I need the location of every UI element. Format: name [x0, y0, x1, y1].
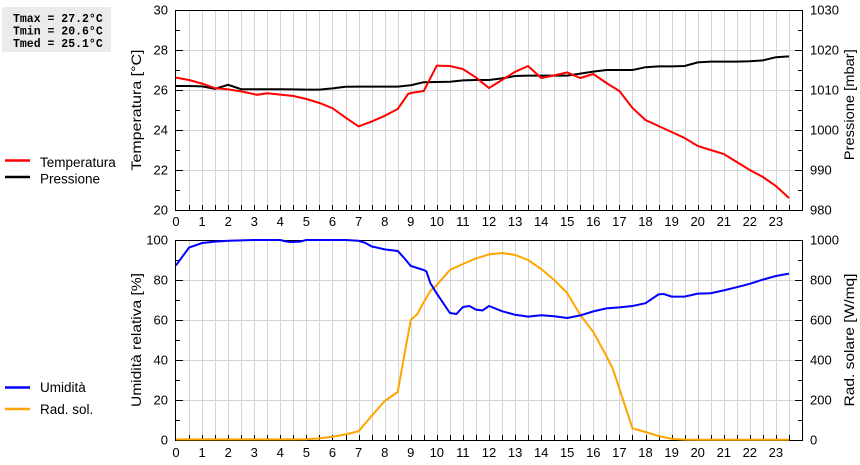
svg-text:60: 60	[154, 313, 168, 328]
svg-text:1: 1	[198, 214, 205, 229]
svg-text:6: 6	[329, 445, 336, 460]
svg-text:400: 400	[810, 353, 832, 368]
svg-text:7: 7	[355, 214, 362, 229]
svg-text:0: 0	[161, 433, 168, 448]
svg-text:13: 13	[508, 445, 522, 460]
svg-text:22: 22	[154, 163, 168, 178]
svg-text:12: 12	[482, 445, 496, 460]
svg-text:15: 15	[560, 445, 574, 460]
svg-text:600: 600	[810, 313, 832, 328]
svg-text:5: 5	[303, 214, 310, 229]
svg-text:30: 30	[154, 3, 168, 18]
svg-text:26: 26	[154, 83, 168, 98]
svg-text:17: 17	[612, 214, 626, 229]
svg-text:Temperatura: Temperatura	[40, 155, 116, 170]
svg-text:20: 20	[154, 203, 168, 218]
svg-text:13: 13	[508, 214, 522, 229]
svg-text:19: 19	[664, 214, 678, 229]
svg-text:4: 4	[277, 214, 284, 229]
svg-text:19: 19	[664, 445, 678, 460]
svg-text:1000: 1000	[810, 233, 839, 248]
svg-text:10: 10	[430, 445, 444, 460]
svg-text:17: 17	[612, 445, 626, 460]
svg-text:Pressione [mbar]: Pressione [mbar]	[841, 49, 857, 160]
svg-text:40: 40	[154, 353, 168, 368]
svg-text:28: 28	[154, 43, 168, 58]
svg-text:10: 10	[430, 214, 444, 229]
svg-text:22: 22	[743, 445, 757, 460]
svg-text:800: 800	[810, 273, 832, 288]
svg-text:0: 0	[810, 433, 817, 448]
svg-text:Tmax = 27.2°C: Tmax = 27.2°C	[13, 13, 103, 26]
svg-text:14: 14	[534, 214, 548, 229]
svg-text:5: 5	[303, 445, 310, 460]
svg-text:21: 21	[717, 445, 731, 460]
svg-text:15: 15	[560, 214, 574, 229]
svg-text:80: 80	[154, 273, 168, 288]
svg-text:4: 4	[277, 445, 284, 460]
svg-text:21: 21	[717, 214, 731, 229]
svg-text:0: 0	[172, 445, 179, 460]
svg-text:2: 2	[225, 214, 232, 229]
svg-text:1: 1	[198, 445, 205, 460]
svg-text:8: 8	[381, 445, 388, 460]
svg-text:Pressione: Pressione	[40, 172, 100, 187]
svg-text:6: 6	[329, 214, 336, 229]
svg-text:9: 9	[407, 445, 414, 460]
svg-text:11: 11	[456, 214, 470, 229]
svg-text:24: 24	[154, 123, 168, 138]
svg-text:9: 9	[407, 214, 414, 229]
svg-text:12: 12	[482, 214, 496, 229]
svg-text:7: 7	[355, 445, 362, 460]
svg-text:Rad. solare [W/mq]: Rad. solare [W/mq]	[841, 274, 857, 407]
svg-text:1010: 1010	[810, 83, 839, 98]
svg-text:Rad. sol.: Rad. sol.	[40, 402, 93, 417]
svg-text:20: 20	[690, 445, 704, 460]
svg-text:100: 100	[146, 233, 168, 248]
svg-text:Temperatura [°C]: Temperatura [°C]	[128, 50, 144, 171]
svg-text:1000: 1000	[810, 123, 839, 138]
svg-text:18: 18	[638, 445, 652, 460]
svg-text:3: 3	[251, 445, 258, 460]
svg-text:990: 990	[810, 163, 832, 178]
svg-text:200: 200	[810, 393, 832, 408]
svg-text:18: 18	[638, 214, 652, 229]
svg-text:Tmed = 25.1°C: Tmed = 25.1°C	[13, 38, 103, 51]
svg-text:Umidità: Umidità	[40, 380, 86, 395]
svg-text:Tmin = 20.6°C: Tmin = 20.6°C	[13, 25, 103, 38]
svg-text:11: 11	[456, 445, 470, 460]
svg-text:1020: 1020	[810, 43, 839, 58]
svg-text:3: 3	[251, 214, 258, 229]
svg-text:20: 20	[154, 393, 168, 408]
svg-text:22: 22	[743, 214, 757, 229]
svg-text:980: 980	[810, 203, 832, 218]
svg-text:16: 16	[586, 445, 600, 460]
svg-text:0: 0	[172, 214, 179, 229]
svg-text:16: 16	[586, 214, 600, 229]
svg-text:14: 14	[534, 445, 548, 460]
svg-text:23: 23	[769, 445, 783, 460]
svg-text:1030: 1030	[810, 3, 839, 18]
svg-text:20: 20	[690, 214, 704, 229]
svg-text:8: 8	[381, 214, 388, 229]
svg-text:2: 2	[225, 445, 232, 460]
svg-text:Umidità relativa [%]: Umidità relativa [%]	[128, 273, 144, 407]
svg-text:23: 23	[769, 214, 783, 229]
